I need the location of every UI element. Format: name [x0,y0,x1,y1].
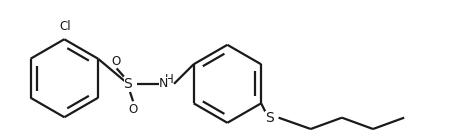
Text: S: S [265,111,274,125]
Text: N: N [159,77,169,90]
Text: H: H [164,73,173,86]
Text: S: S [124,77,132,91]
Text: O: O [128,103,138,116]
Text: Cl: Cl [60,20,71,33]
Text: O: O [111,55,120,68]
